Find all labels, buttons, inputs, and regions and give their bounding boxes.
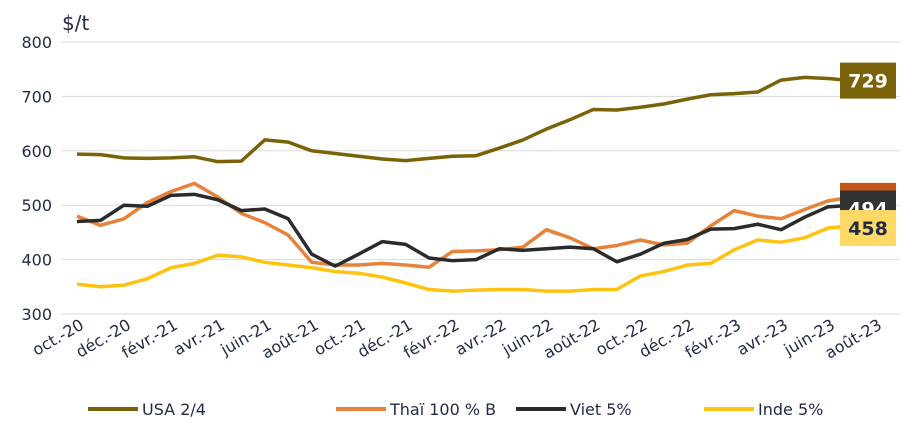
legend-label: Inde 5% bbox=[758, 400, 823, 419]
y-unit: $/t bbox=[62, 11, 89, 35]
end-label: 458 bbox=[840, 210, 896, 247]
line bbox=[76, 192, 876, 268]
legend-label: USA 2/4 bbox=[142, 400, 206, 419]
end-label-text: 729 bbox=[848, 71, 888, 93]
y-tick-label: 600 bbox=[21, 142, 52, 161]
x-tick-label: avr.-21 bbox=[170, 315, 228, 359]
y-tick-label: 800 bbox=[21, 33, 52, 52]
end-label-text: 458 bbox=[848, 218, 888, 240]
y-tick-label: 400 bbox=[21, 251, 52, 270]
line bbox=[76, 75, 875, 164]
end-label-box bbox=[840, 62, 896, 99]
x-tick-label: avr.-23 bbox=[733, 315, 791, 359]
y-tick-label: 300 bbox=[21, 305, 52, 324]
line bbox=[76, 224, 876, 293]
end-label-box bbox=[840, 210, 896, 247]
end-label: 729 bbox=[840, 62, 896, 99]
y-tick-label: 700 bbox=[21, 87, 52, 106]
legend-label: Viet 5% bbox=[570, 400, 632, 419]
x-tick-label: avr.-22 bbox=[452, 315, 510, 359]
legend-label: Thaï 100 % B bbox=[389, 400, 496, 419]
y-tick-label: 500 bbox=[21, 196, 52, 215]
line bbox=[76, 181, 876, 269]
